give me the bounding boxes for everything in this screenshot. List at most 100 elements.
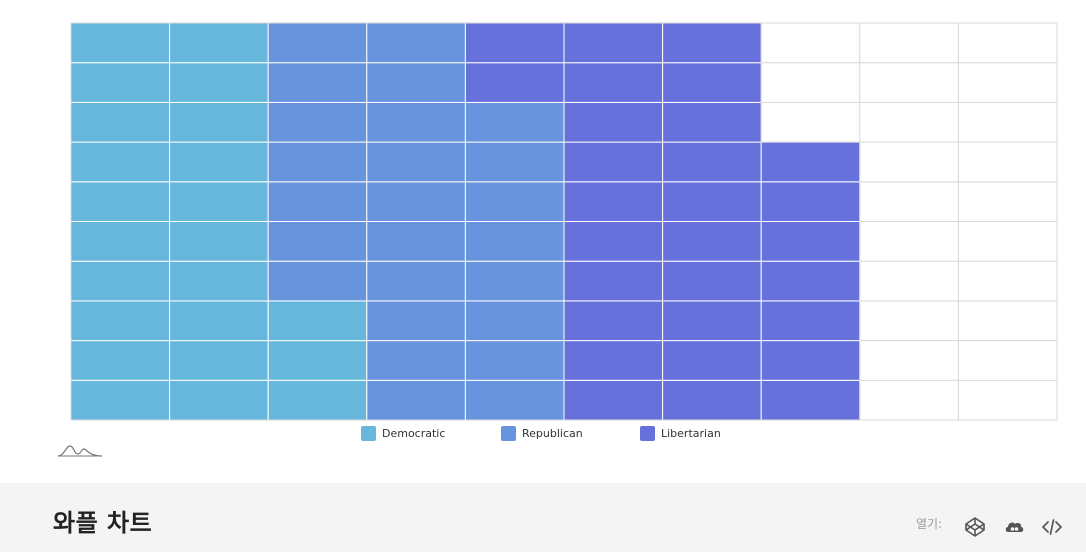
waffle-cell-republican[interactable] [464,101,565,143]
waffle-cell-democratic[interactable] [70,260,171,302]
waffle-cell-libertarian[interactable] [563,62,664,103]
waffle-cell-empty [859,22,959,64]
waffle-cell-libertarian[interactable] [662,101,762,143]
waffle-cell-republican[interactable] [464,379,565,421]
waffle-cell-empty [957,379,1058,421]
waffle-cell-empty [859,62,959,103]
waffle-cell-empty [957,221,1058,262]
waffle-cell-libertarian[interactable] [760,141,861,183]
waffle-cell-republican[interactable] [464,260,565,302]
codesandbox-icon[interactable] [1003,516,1025,538]
waffle-cell-democratic[interactable] [169,221,269,262]
waffle-cell-libertarian[interactable] [760,221,861,262]
waffle-cell-democratic[interactable] [70,22,171,64]
waffle-cell-democratic[interactable] [267,340,368,381]
waffle-cell-libertarian[interactable] [662,340,762,381]
waffle-cell-democratic[interactable] [70,221,171,262]
waffle-cell-libertarian[interactable] [662,22,762,64]
waffle-cell-libertarian[interactable] [563,181,664,223]
waffle-cell-libertarian[interactable] [662,260,762,302]
waffle-cell-libertarian[interactable] [563,101,664,143]
waffle-cell-libertarian[interactable] [662,379,762,421]
waffle-cell-republican[interactable] [366,181,466,223]
waffle-cell-libertarian[interactable] [760,260,861,302]
waffle-cell-democratic[interactable] [70,141,171,183]
waffle-cell-democratic[interactable] [267,379,368,421]
waffle-cell-democratic[interactable] [169,22,269,64]
waffle-cell-democratic[interactable] [169,181,269,223]
waffle-cell-empty [760,62,861,103]
waffle-cell-republican[interactable] [267,62,368,103]
waffle-cell-libertarian[interactable] [760,181,861,223]
waffle-cell-libertarian[interactable] [563,340,664,381]
waffle-cell-republican[interactable] [464,141,565,183]
waffle-cell-democratic[interactable] [169,300,269,342]
legend-swatch-democratic [361,425,376,441]
waffle-cell-republican[interactable] [366,22,466,64]
waffle-cell-libertarian[interactable] [563,141,664,183]
legend-item-republican[interactable]: Republican [501,425,583,441]
waffle-cell-republican[interactable] [267,260,368,302]
waffle-cell-republican[interactable] [464,181,565,223]
legend-label-republican: Republican [522,426,583,440]
waffle-cell-republican[interactable] [464,221,565,262]
waffle-cell-empty [859,260,959,302]
waffle-cell-republican[interactable] [366,62,466,103]
waffle-cell-republican[interactable] [267,141,368,183]
waffle-cell-republican[interactable] [267,181,368,223]
waffle-cell-democratic[interactable] [169,379,269,421]
amcharts-logo-icon[interactable] [56,440,104,460]
waffle-cell-democratic[interactable] [70,101,171,143]
waffle-cell-democratic[interactable] [169,340,269,381]
waffle-cell-democratic[interactable] [169,62,269,103]
waffle-cell-republican[interactable] [267,101,368,143]
waffle-cell-democratic[interactable] [70,300,171,342]
waffle-cell-democratic[interactable] [70,379,171,421]
waffle-cell-democratic[interactable] [70,181,171,223]
waffle-cell-empty [957,300,1058,342]
waffle-cell-republican[interactable] [366,221,466,262]
waffle-cell-republican[interactable] [366,101,466,143]
waffle-cell-democratic[interactable] [70,62,171,103]
waffle-cell-libertarian[interactable] [662,62,762,103]
codepen-icon[interactable] [964,516,986,538]
open-label: 열기: [916,517,943,531]
waffle-cell-empty [957,181,1058,223]
waffle-cell-libertarian[interactable] [662,141,762,183]
waffle-cell-libertarian[interactable] [563,300,664,342]
waffle-cell-empty [859,379,959,421]
waffle-cell-libertarian[interactable] [563,260,664,302]
waffle-cell-libertarian[interactable] [563,379,664,421]
waffle-cell-empty [957,22,1058,64]
waffle-cell-libertarian[interactable] [662,300,762,342]
waffle-cell-libertarian[interactable] [563,22,664,64]
waffle-cell-republican[interactable] [366,260,466,302]
waffle-cell-libertarian[interactable] [760,300,861,342]
footer-bar: 와플 차트 열기: [0,483,1086,552]
waffle-cell-republican[interactable] [464,340,565,381]
legend-label-libertarian: Libertarian [661,426,721,440]
waffle-cell-republican[interactable] [366,379,466,421]
waffle-cell-libertarian[interactable] [662,181,762,223]
waffle-cell-republican[interactable] [267,221,368,262]
waffle-cell-republican[interactable] [366,141,466,183]
waffle-cell-democratic[interactable] [267,300,368,342]
waffle-cell-libertarian[interactable] [464,22,565,64]
waffle-cell-republican[interactable] [267,22,368,64]
waffle-cell-democratic[interactable] [169,101,269,143]
waffle-cell-libertarian[interactable] [563,221,664,262]
waffle-cell-democratic[interactable] [169,260,269,302]
legend-item-libertarian[interactable]: Libertarian [640,425,721,441]
waffle-cell-libertarian[interactable] [760,379,861,421]
waffle-cell-republican[interactable] [366,300,466,342]
waffle-cell-libertarian[interactable] [464,62,565,103]
legend-swatch-libertarian [640,425,655,441]
legend-item-democratic[interactable]: Democratic [361,425,445,441]
waffle-cell-republican[interactable] [464,300,565,342]
waffle-cell-democratic[interactable] [70,340,171,381]
waffle-cell-republican[interactable] [366,340,466,381]
waffle-cell-libertarian[interactable] [662,221,762,262]
waffle-cell-democratic[interactable] [169,141,269,183]
waffle-cell-libertarian[interactable] [760,340,861,381]
code-icon[interactable] [1041,516,1063,538]
